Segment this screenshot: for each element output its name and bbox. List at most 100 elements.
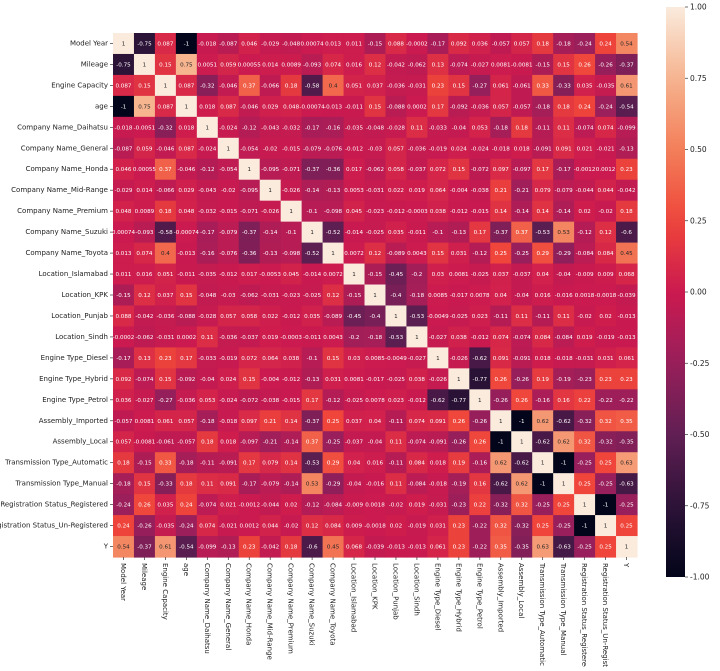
- heatmap-cell: [196, 452, 219, 474]
- cell-value-label: -1: [540, 482, 546, 488]
- cell-value-label: -0.018: [555, 356, 573, 362]
- cell-value-label: 0.45: [327, 545, 340, 551]
- cell-value-label: 0.35: [495, 545, 508, 551]
- cell-value-label: -0.29: [556, 251, 571, 257]
- heatmap-cell: [196, 179, 219, 202]
- heatmap-cell: [280, 305, 303, 328]
- heatmap-cell: [385, 473, 408, 495]
- cell-value-label: -0.32: [514, 524, 528, 530]
- heatmap-cell: [553, 494, 575, 516]
- heatmap-cell: [427, 221, 449, 244]
- cell-value-label: 0.12: [327, 293, 339, 299]
- heatmap-cell: [322, 305, 345, 328]
- heatmap-cell: [469, 515, 491, 537]
- cell-value-label: -0.0002: [406, 41, 428, 47]
- heatmap-cell: [448, 473, 470, 495]
- cell-value-label: -0.4: [390, 293, 401, 299]
- cell-value-label: -1: [184, 41, 190, 47]
- heatmap-cell: [322, 95, 345, 118]
- heatmap-cell: [574, 473, 596, 495]
- heatmap-cell: [553, 389, 575, 411]
- cell-value-label: 0.036: [115, 398, 131, 404]
- cell-value-label: -0.25: [619, 503, 634, 509]
- heatmap-cell: [322, 347, 345, 369]
- cell-value-label: -0.16: [473, 461, 488, 467]
- cell-value-label: -0.084: [576, 251, 594, 257]
- heatmap-cell: [113, 347, 135, 369]
- cell-value-label: 0.023: [472, 314, 488, 320]
- heatmap-cell: [175, 326, 198, 348]
- heatmap-cell: [113, 368, 135, 390]
- cell-value-label: -0.012: [282, 377, 300, 383]
- heatmap-cell: [343, 347, 366, 369]
- heatmap-cell: [322, 53, 345, 76]
- heatmap-cell: [364, 305, 387, 328]
- cell-value-label: -0.025: [471, 272, 489, 278]
- heatmap-cell: [238, 515, 261, 537]
- heatmap-cell: [385, 33, 408, 55]
- cell-value-label: -0.025: [303, 293, 321, 299]
- heatmap-cell: [427, 116, 449, 139]
- heatmap-cell: [217, 200, 240, 223]
- heatmap-cell: [616, 452, 638, 474]
- cell-value-label: -0.75: [137, 41, 152, 47]
- heatmap-cell: [343, 389, 366, 411]
- cell-value-label: -0.013: [617, 314, 635, 320]
- cell-value-label: -0.03: [368, 146, 383, 152]
- heatmap-cell: [301, 221, 324, 244]
- heatmap-cell: [113, 95, 135, 118]
- heatmap-cell: [175, 536, 198, 558]
- heatmap-cell: [553, 347, 575, 369]
- heatmap-cell: [259, 431, 282, 453]
- cell-value-label: 0.23: [159, 356, 172, 362]
- heatmap-cell: [175, 515, 198, 537]
- cell-value-label: 0.02: [285, 503, 297, 509]
- cell-value-label: -0.048: [198, 293, 216, 299]
- cell-value-label: 0.019: [409, 503, 425, 509]
- heatmap-cell: [238, 116, 261, 139]
- heatmap-cell: [553, 305, 575, 328]
- heatmap-cell: [133, 95, 156, 118]
- heatmap-cell: [301, 74, 324, 97]
- cell-value-label: -0.1: [432, 230, 443, 236]
- cell-value-label: -0.26: [598, 62, 613, 68]
- heatmap-cell: [196, 431, 219, 453]
- cell-value-label: 0.029: [262, 104, 278, 110]
- x-tick-label: Registration Status_Un-Registered: [601, 563, 609, 667]
- heatmap-cell: [364, 200, 387, 223]
- x-tick-label: Assembly_Local: [517, 563, 525, 618]
- cell-value-label: 1: [122, 41, 126, 47]
- cell-value-label: -0.018: [198, 41, 216, 47]
- cell-value-label: 0.038: [409, 377, 425, 383]
- heatmap-cell: [595, 95, 617, 118]
- heatmap-cell: [448, 95, 470, 118]
- y-tick-label: Location_Punjab: [51, 312, 108, 320]
- heatmap-cell: [385, 200, 408, 223]
- heatmap-cell: [427, 536, 449, 558]
- cell-value-label: -0.00074: [300, 104, 326, 110]
- cell-value-label: 0.0072: [323, 272, 343, 278]
- cell-value-label: 0.12: [369, 251, 381, 257]
- cell-value-label: 0.11: [390, 440, 403, 446]
- cell-value-label: -0.0051: [134, 125, 156, 131]
- cell-value-label: -0.057: [114, 419, 132, 425]
- heatmap-cell: [385, 74, 408, 97]
- heatmap-cell: [595, 536, 617, 558]
- y-tick-label: Company Name_Suzuki: [25, 228, 108, 236]
- cell-value-label: -0.04: [200, 377, 215, 383]
- heatmap-cell: [238, 221, 261, 244]
- heatmap-cell: [301, 53, 324, 76]
- cell-value-label: 0.057: [178, 419, 194, 425]
- cell-value-label: 0.17: [243, 461, 256, 467]
- heatmap-cell: [406, 158, 428, 181]
- cell-value-label: 0.009: [598, 272, 614, 278]
- cell-value-label: 0.057: [514, 41, 530, 47]
- cell-value-label: -0.24: [179, 524, 194, 530]
- heatmap-cell: [553, 179, 575, 202]
- cell-value-label: -0.031: [408, 83, 426, 89]
- heatmap-cell: [532, 368, 554, 390]
- y-tick-label: Transmission Type_Automatic: [4, 459, 108, 467]
- cell-value-label: -0.25: [556, 524, 571, 530]
- heatmap-cell: [238, 368, 261, 390]
- cell-value-label: 0.059: [136, 146, 152, 152]
